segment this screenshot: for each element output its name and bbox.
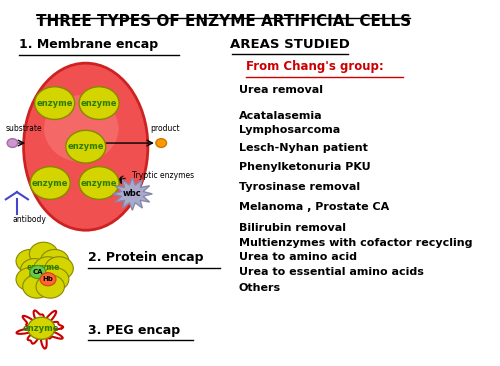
Text: Urea removal: Urea removal bbox=[239, 85, 323, 96]
Text: THREE TYPES OF ENZYME ARTIFICIAL CELLS: THREE TYPES OF ENZYME ARTIFICIAL CELLS bbox=[36, 14, 411, 29]
Text: enzyme: enzyme bbox=[26, 263, 60, 272]
Circle shape bbox=[30, 167, 70, 199]
Text: enzyme: enzyme bbox=[68, 142, 104, 151]
Text: AREAS STUDIED: AREAS STUDIED bbox=[230, 38, 350, 52]
Circle shape bbox=[36, 275, 64, 298]
Circle shape bbox=[45, 257, 74, 280]
Text: Phenylketonuria PKU: Phenylketonuria PKU bbox=[239, 162, 370, 172]
Circle shape bbox=[40, 273, 56, 286]
Text: Urea to essential amino acids: Urea to essential amino acids bbox=[239, 267, 424, 277]
Circle shape bbox=[79, 87, 119, 119]
Text: enzyme: enzyme bbox=[81, 98, 118, 108]
Text: wbc: wbc bbox=[123, 189, 142, 198]
Circle shape bbox=[16, 268, 44, 291]
Circle shape bbox=[156, 139, 166, 147]
Polygon shape bbox=[112, 178, 152, 210]
Ellipse shape bbox=[24, 63, 148, 230]
Text: Bilirubin removal: Bilirubin removal bbox=[239, 223, 346, 234]
Text: enzyme: enzyme bbox=[32, 179, 68, 187]
Text: Lymphosarcoma: Lymphosarcoma bbox=[239, 125, 340, 135]
Circle shape bbox=[40, 250, 69, 273]
Text: Melanoma , Prostate CA: Melanoma , Prostate CA bbox=[239, 202, 389, 212]
Circle shape bbox=[66, 130, 106, 163]
Circle shape bbox=[30, 266, 58, 289]
Text: product: product bbox=[150, 124, 180, 133]
Circle shape bbox=[79, 167, 119, 199]
Circle shape bbox=[20, 258, 49, 282]
Text: Tyrosinase removal: Tyrosinase removal bbox=[239, 182, 360, 192]
Text: substrate: substrate bbox=[6, 124, 43, 133]
Text: 3. PEG encap: 3. PEG encap bbox=[88, 324, 180, 337]
Circle shape bbox=[7, 139, 18, 147]
Circle shape bbox=[34, 257, 62, 280]
Text: Tryptic enzymes: Tryptic enzymes bbox=[132, 171, 194, 180]
Circle shape bbox=[34, 87, 74, 119]
Ellipse shape bbox=[44, 95, 118, 162]
Circle shape bbox=[30, 242, 58, 265]
Text: CA: CA bbox=[32, 269, 43, 275]
Circle shape bbox=[40, 268, 69, 291]
Text: enzyme: enzyme bbox=[81, 179, 118, 187]
Circle shape bbox=[30, 265, 46, 279]
Text: Others: Others bbox=[239, 283, 281, 293]
Circle shape bbox=[16, 250, 44, 273]
Text: enzyme: enzyme bbox=[23, 324, 60, 333]
Text: Multienzymes with cofactor recycling: Multienzymes with cofactor recycling bbox=[239, 238, 472, 248]
Text: Lesch-Nyhan patient: Lesch-Nyhan patient bbox=[239, 143, 368, 153]
Text: antibody: antibody bbox=[12, 215, 46, 224]
Text: From Chang's group:: From Chang's group: bbox=[246, 60, 384, 73]
Text: enzyme: enzyme bbox=[36, 98, 73, 108]
Text: Acatalasemia: Acatalasemia bbox=[239, 111, 322, 121]
Text: 2. Protein encap: 2. Protein encap bbox=[88, 251, 204, 264]
Circle shape bbox=[22, 275, 51, 298]
Text: 1. Membrane encap: 1. Membrane encap bbox=[19, 38, 158, 52]
Text: Urea to amino acid: Urea to amino acid bbox=[239, 253, 357, 262]
Circle shape bbox=[28, 317, 55, 339]
Text: Hb: Hb bbox=[42, 276, 54, 282]
